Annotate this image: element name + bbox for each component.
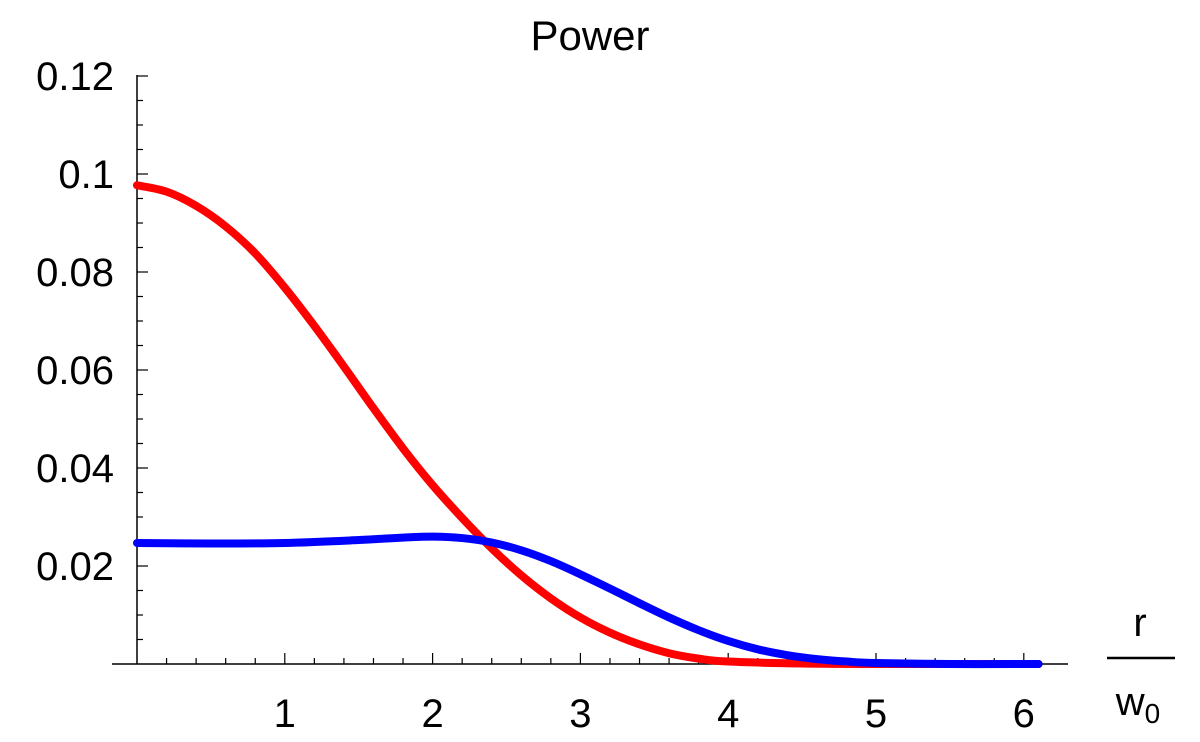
x-tick-label: 6	[1013, 692, 1035, 736]
chart-title: Power	[530, 12, 649, 59]
series-layer	[133, 181, 1043, 669]
x-axis-label: r w0	[1107, 601, 1175, 729]
y-tick-label: 0.04	[36, 447, 114, 491]
series-line-blue	[133, 532, 1043, 669]
minor-ticks	[137, 99, 995, 664]
y-tick-label: 0.08	[36, 251, 114, 295]
y-tick-label: 0.1	[58, 153, 114, 197]
series-line-red	[133, 181, 1043, 669]
y-tick-label: 0.12	[36, 55, 114, 99]
x-label-denominator: w0	[1115, 680, 1160, 729]
x-label-denominator-base: w	[1115, 680, 1145, 724]
y-tick-label: 0.06	[36, 349, 114, 393]
x-tick-label: 1	[274, 692, 296, 736]
y-tick-label: 0.02	[36, 545, 114, 589]
x-label-denominator-sub: 0	[1145, 698, 1161, 729]
tick-labels: 1 2 3 4 5 6 0.02 0.04 0.06 0.08 0.1 0.12	[36, 55, 1035, 736]
x-tick-label: 2	[421, 692, 443, 736]
x-label-numerator: r	[1133, 601, 1146, 645]
x-tick-label: 3	[569, 692, 591, 736]
x-tick-label: 5	[865, 692, 887, 736]
x-tick-label: 4	[717, 692, 739, 736]
